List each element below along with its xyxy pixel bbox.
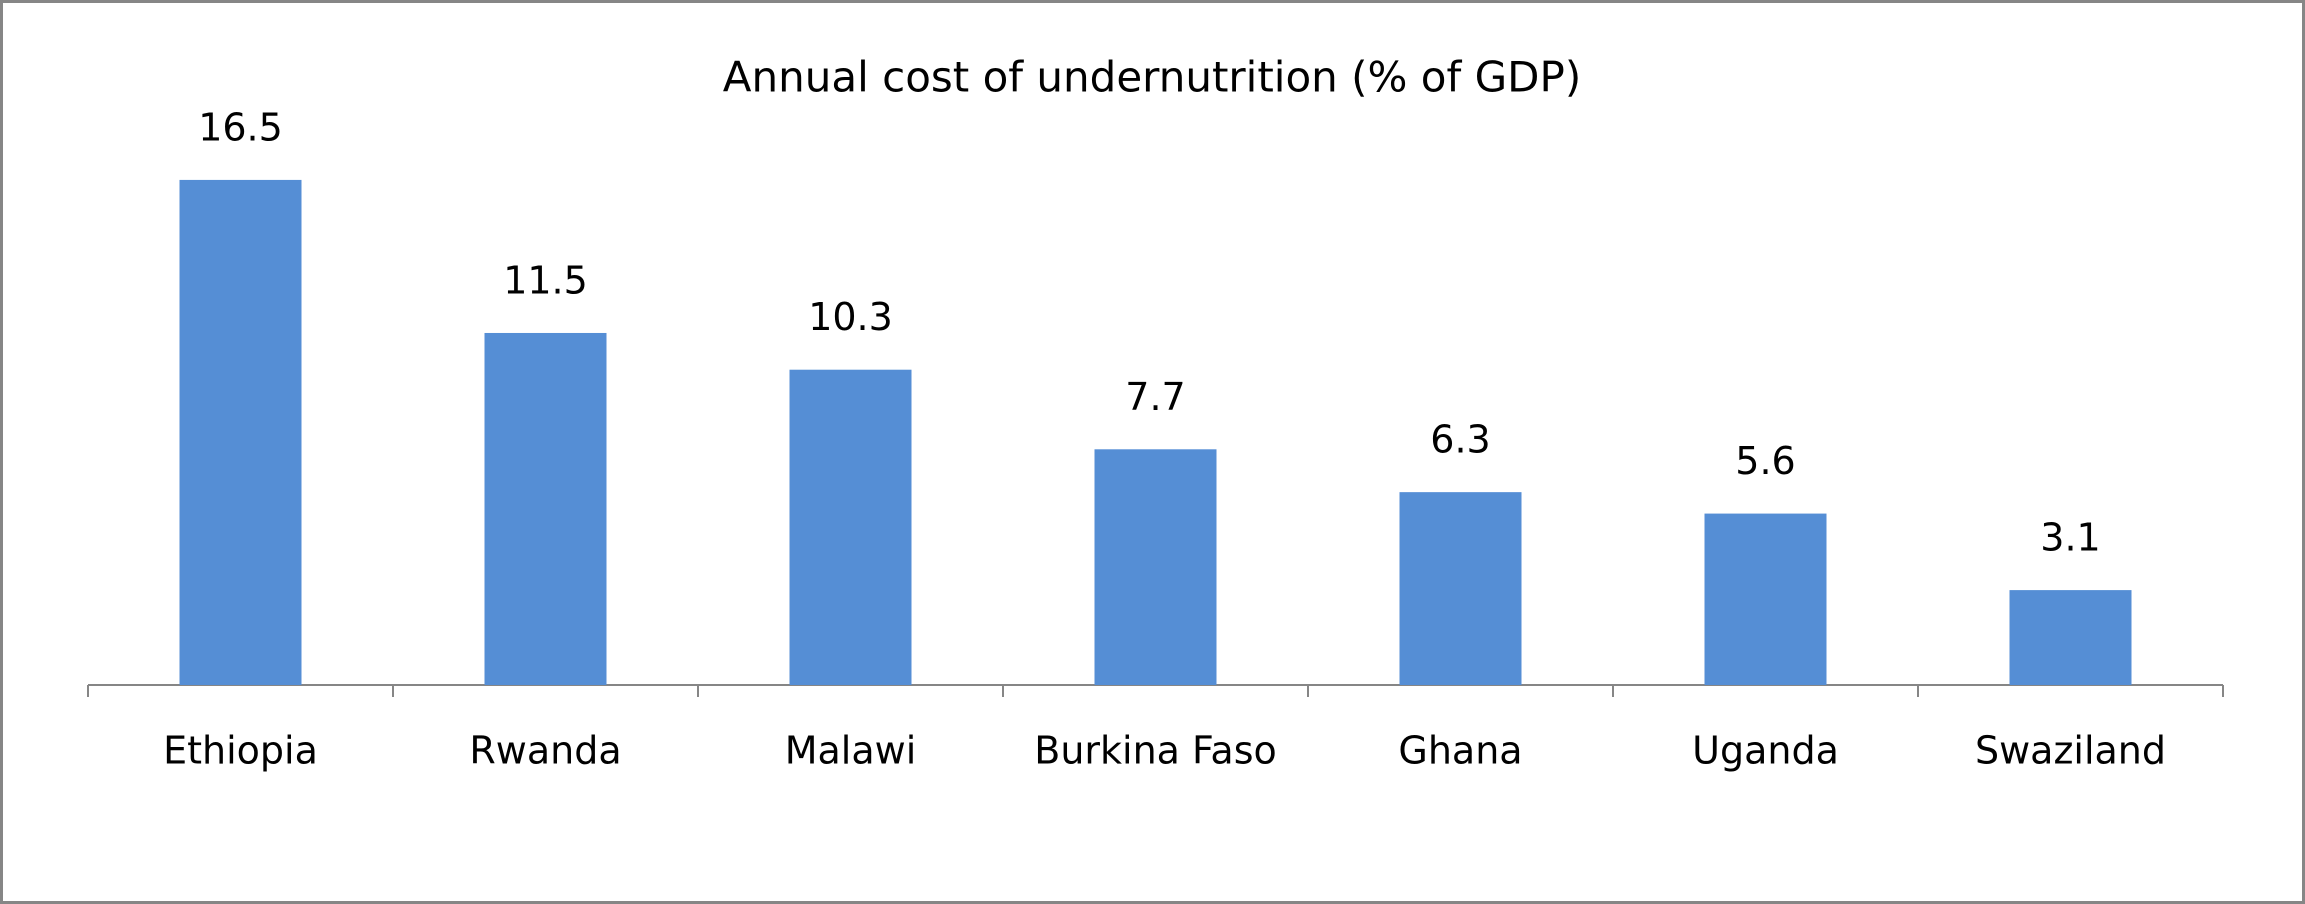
x-tick-label: Malawi <box>785 729 917 773</box>
value-label: 10.3 <box>808 295 893 339</box>
x-tick-label: Uganda <box>1692 729 1839 773</box>
x-tick-label: Ethiopia <box>163 729 318 773</box>
bar <box>1399 492 1522 685</box>
value-label: 5.6 <box>1735 439 1795 483</box>
value-label: 3.1 <box>2040 516 2100 560</box>
chart-title: Annual cost of undernutrition (% of GDP) <box>723 53 1581 102</box>
x-tick-label: Swaziland <box>1975 729 2166 773</box>
bar <box>1094 449 1217 685</box>
bar <box>1704 513 1827 685</box>
bar <box>179 179 302 685</box>
bar <box>789 369 912 685</box>
bar <box>2009 590 2132 685</box>
x-tick-label: Ghana <box>1398 729 1522 773</box>
value-label: 7.7 <box>1125 375 1185 419</box>
value-label: 11.5 <box>503 258 588 302</box>
x-tick-label: Rwanda <box>469 729 621 773</box>
value-label: 6.3 <box>1430 418 1490 462</box>
x-tick-label: Burkina Faso <box>1034 729 1277 773</box>
bar <box>484 332 607 685</box>
value-label: 16.5 <box>198 105 283 149</box>
